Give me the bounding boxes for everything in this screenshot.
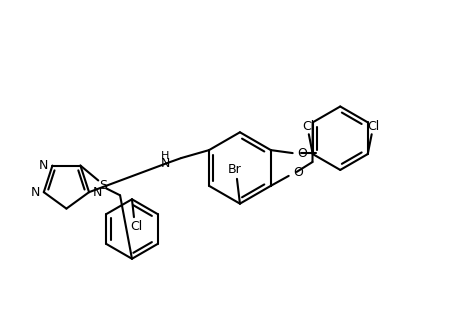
Text: Cl: Cl — [130, 219, 142, 232]
Text: H: H — [161, 151, 169, 161]
Text: O: O — [293, 166, 303, 179]
Text: N: N — [31, 186, 40, 199]
Text: N: N — [39, 159, 48, 172]
Text: Br: Br — [228, 163, 241, 176]
Text: O: O — [297, 147, 307, 160]
Text: Cl: Cl — [367, 120, 379, 133]
Text: N: N — [160, 157, 170, 170]
Text: S: S — [99, 179, 107, 192]
Text: N: N — [92, 186, 101, 199]
Text: Cl: Cl — [302, 120, 314, 133]
